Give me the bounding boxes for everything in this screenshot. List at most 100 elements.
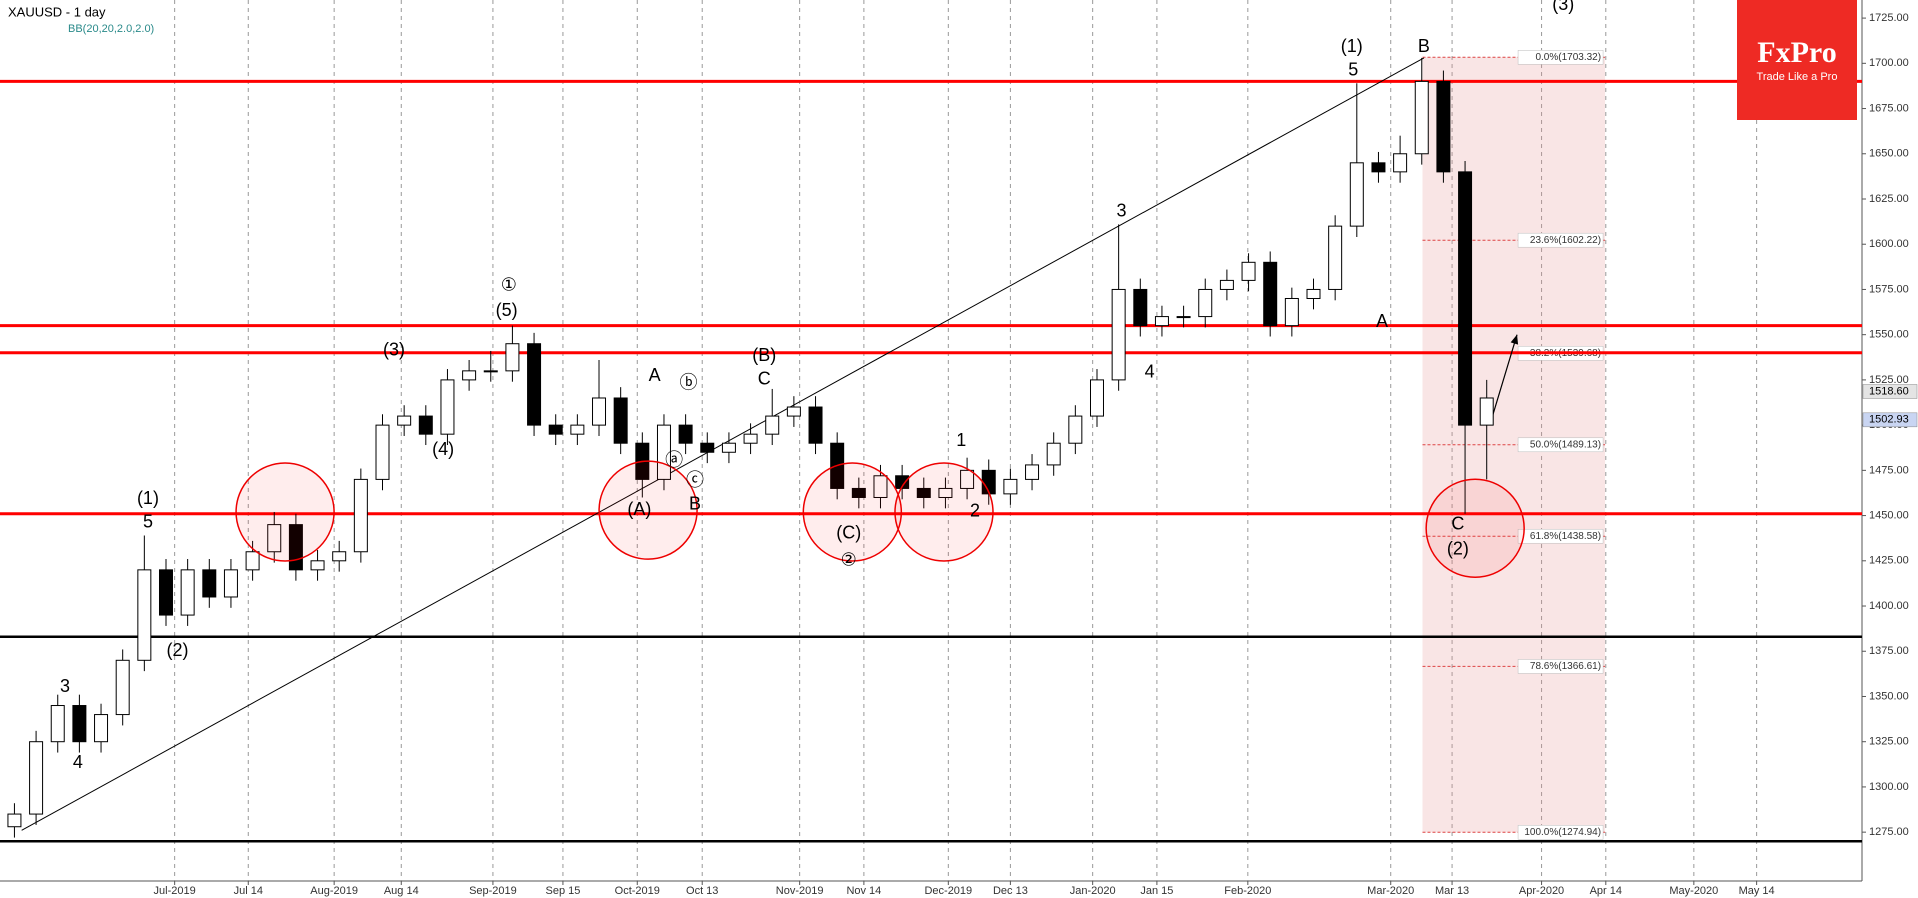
price-tag [1862, 384, 1918, 399]
candle-body [895, 475, 910, 489]
main-layer: (1) 5 3 4 (2) (3) (4) ① (5) A ⓑ ⓐⓒ B (A) (B) C (C) ② 1 2 3 4 (… [0, 0, 1918, 843]
wave-label: (1) [1341, 36, 1363, 56]
candle-body [1154, 316, 1169, 327]
y-tick-label: 1525.00 [1869, 374, 1909, 386]
candle-body [245, 551, 260, 571]
candle-body [1371, 162, 1386, 173]
candle-body [1349, 162, 1364, 227]
x-tick-label: Aug 14 [384, 885, 419, 897]
candle-body [1133, 288, 1148, 327]
wave-label: ① [501, 275, 517, 295]
logo-brand: FxPro [1757, 36, 1836, 69]
candle-body [743, 433, 758, 444]
wave-label: (A) [627, 499, 651, 519]
candle-body [1479, 397, 1494, 426]
candle-body [786, 406, 801, 417]
candle-body [1046, 442, 1061, 466]
candle-body [916, 487, 931, 498]
candle-body [721, 442, 736, 453]
x-tick-label: Dec-2019 [924, 885, 972, 897]
wave-label: ⓐ [665, 450, 683, 470]
candle-body [678, 424, 693, 444]
candle-body [332, 551, 347, 562]
wave-label: A [1376, 311, 1388, 331]
arrow-head [1510, 334, 1519, 345]
x-tick-label: Nov-2019 [776, 885, 824, 897]
candle-body [158, 569, 173, 616]
candle-body [1025, 464, 1040, 480]
y-tick-label: 1550.00 [1869, 329, 1909, 341]
candle-body [418, 415, 433, 435]
candle-body [873, 475, 888, 498]
candle-body [1306, 288, 1321, 299]
logo-box [1737, 0, 1857, 120]
price-tag-label: 1518.60 [1869, 385, 1909, 397]
x-tick-label: Jan 15 [1140, 885, 1173, 897]
y-tick-label: 1675.00 [1869, 102, 1909, 114]
fib-label: 0.0%(1703.32) [1535, 52, 1601, 63]
candle-body [592, 397, 607, 426]
y-tick-label: 1725.00 [1869, 12, 1909, 24]
wave-label: 5 [143, 512, 153, 532]
fib-label: 23.6%(1602.22) [1530, 235, 1601, 246]
candle-body [1328, 225, 1343, 290]
y-tick-label: 1325.00 [1869, 736, 1909, 748]
y-tick-label: 1275.00 [1869, 826, 1909, 838]
y-tick-label: 1650.00 [1869, 148, 1909, 160]
candle-body [613, 397, 628, 444]
y-tick-label: 1625.00 [1869, 193, 1909, 205]
fib-label: 100.0%(1274.94) [1524, 827, 1601, 838]
candle-body [1219, 279, 1234, 290]
highlight-circle [598, 460, 698, 560]
x-tick-label: Sep-2019 [469, 885, 517, 897]
candle-body [1003, 478, 1018, 495]
y-tick-label: 1375.00 [1869, 645, 1909, 657]
wave-label: (C) [836, 522, 861, 542]
candle-body [115, 659, 130, 716]
wave-label: 3 [1117, 200, 1127, 220]
x-tick-label: Jul 14 [234, 885, 263, 897]
candle-body [1284, 297, 1299, 327]
candle-body [180, 569, 195, 616]
wave-label: C [758, 369, 771, 389]
candle-body [397, 415, 412, 426]
wave-label: (5) [496, 300, 518, 320]
fib-label-box [1517, 437, 1604, 453]
highlight-circle [1425, 478, 1525, 578]
highlight-circle [802, 462, 903, 562]
candle-body [1111, 288, 1126, 381]
wave-label: (2) [167, 640, 189, 660]
forecast-arrow [1491, 334, 1518, 417]
y-tick-label: 1450.00 [1869, 509, 1909, 521]
candle-body [440, 379, 455, 435]
fib-label-box [1517, 232, 1604, 248]
x-tick-label: Jan-2020 [1070, 885, 1116, 897]
x-tick-label: Oct-2019 [615, 885, 660, 897]
candle-body [808, 406, 823, 444]
candle-body [353, 478, 368, 553]
wave-label: 5 [1348, 59, 1358, 79]
y-tick-label: 1700.00 [1869, 57, 1909, 69]
candle-body [483, 370, 498, 373]
fib-label-box [1517, 825, 1604, 840]
candle-body [527, 343, 542, 426]
candle-body [1458, 171, 1473, 426]
candle-body [29, 741, 44, 815]
x-tick-label: Jul-2019 [154, 885, 196, 897]
x-tick-label: Mar 13 [1435, 885, 1469, 897]
highlight-circle [235, 462, 335, 562]
y-tick-label: 1475.00 [1869, 464, 1909, 476]
candle-body [7, 813, 22, 828]
wave-label: 3 [60, 676, 70, 696]
x-tick-label: Oct 13 [686, 885, 718, 897]
x-tick-label: Mar-2020 [1367, 885, 1414, 897]
candle-body [137, 569, 152, 661]
candle-body [462, 370, 477, 381]
y-tick-label: 1600.00 [1869, 238, 1909, 250]
fib-label-box [1517, 659, 1604, 674]
price-tag [1862, 412, 1918, 428]
fib-label: 50.0%(1489.13) [1530, 439, 1601, 450]
fib-label-box [1517, 50, 1604, 65]
logo-tagline: Trade Like a Pro [1757, 71, 1838, 83]
